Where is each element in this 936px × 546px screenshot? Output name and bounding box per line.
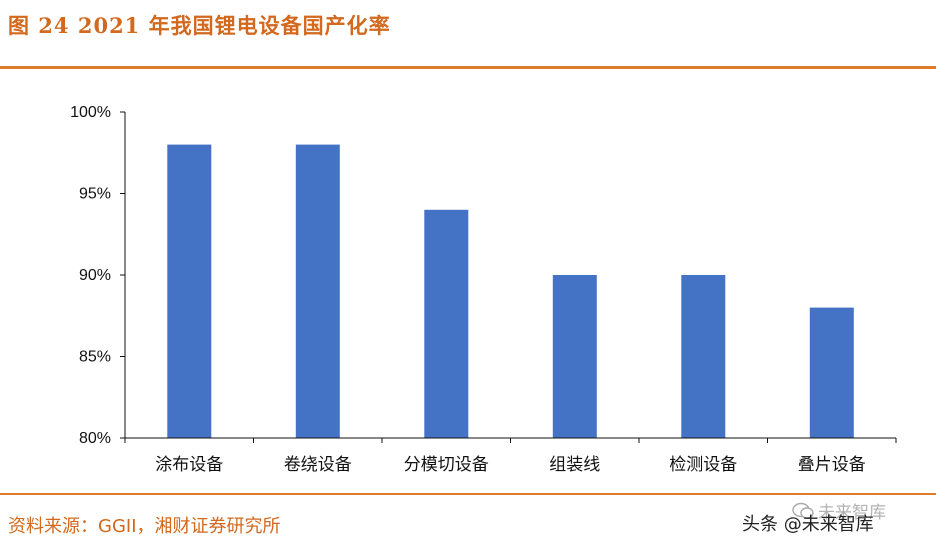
x-category-label: 分模切设备	[404, 455, 489, 475]
watermark: 未来智库 头条 @未来智库	[742, 500, 930, 540]
y-tick-label: 85%	[79, 349, 111, 366]
bar	[295, 144, 340, 438]
bar	[809, 307, 854, 438]
footer-divider	[0, 493, 936, 495]
source-note: 资料来源：GGII，湘财证券研究所	[8, 516, 281, 537]
x-category-label: 组装线	[549, 455, 600, 475]
chat-bubble-icon	[792, 502, 814, 519]
x-category-label: 卷绕设备	[284, 455, 352, 475]
bar	[424, 209, 469, 438]
axes	[120, 111, 897, 443]
bar	[681, 275, 726, 438]
x-category-label: 涂布设备	[155, 455, 223, 475]
y-tick-label: 95%	[79, 186, 111, 203]
bar	[552, 275, 597, 438]
bar	[167, 144, 212, 438]
y-axis-ticks: 80% 85% 90% 95% 100%	[70, 104, 111, 447]
x-category-label: 叠片设备	[798, 455, 866, 475]
watermark-main-text: 头条 @未来智库	[742, 514, 874, 535]
y-tick-label: 100%	[70, 104, 111, 121]
watermark-top-text: 未来智库	[818, 503, 886, 523]
figure-title: 图 24 2021 年我国锂电设备国产化率	[8, 13, 391, 38]
y-tick-label: 90%	[79, 267, 111, 284]
y-tick-label: 80%	[79, 430, 111, 447]
bars	[167, 144, 854, 438]
title-divider	[0, 66, 936, 69]
x-axis-labels: 涂布设备 卷绕设备 分模切设备 组装线 检测设备 叠片设备	[155, 455, 866, 475]
x-category-label: 检测设备	[669, 455, 737, 475]
